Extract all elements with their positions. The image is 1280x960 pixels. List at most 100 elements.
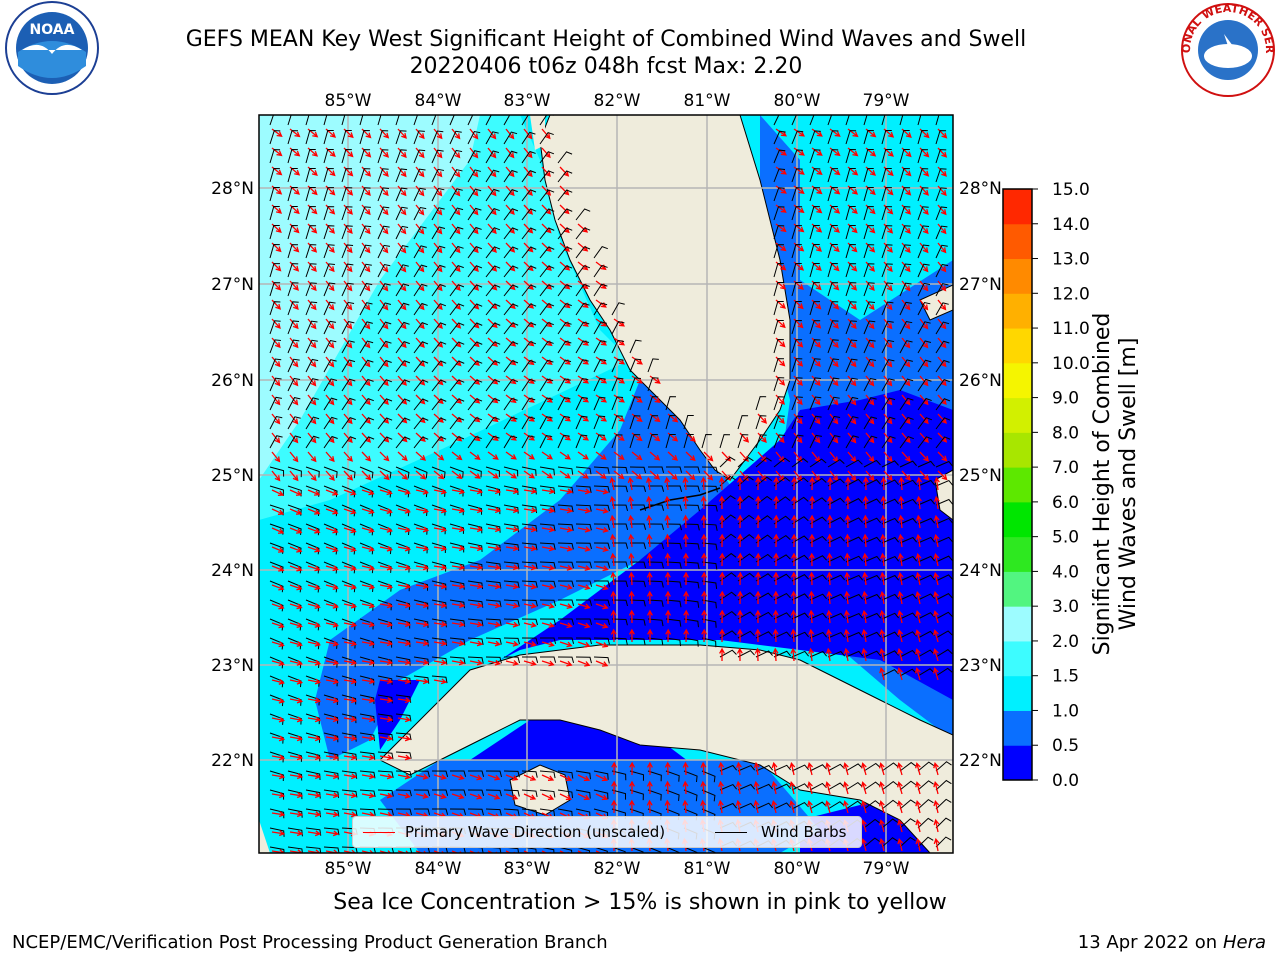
lon-tick-label: 84°W — [415, 91, 462, 111]
lat-tick-label: 28°N — [211, 179, 254, 199]
wave-direction-arrow — [775, 356, 786, 367]
wave-direction-arrow — [880, 552, 886, 567]
wind-barb — [467, 303, 483, 316]
wave-direction-arrow — [469, 583, 484, 590]
wave-direction-arrow — [862, 476, 869, 491]
wind-barb — [377, 789, 394, 797]
wave-direction-arrow — [289, 584, 303, 591]
wind-barb — [521, 397, 536, 411]
wave-direction-arrow — [325, 185, 336, 196]
wind-barb — [773, 225, 785, 240]
wind-barb — [881, 187, 892, 202]
wind-barb — [845, 763, 863, 772]
wind-barb — [287, 130, 299, 145]
wave-direction-arrow — [933, 837, 940, 852]
wave-direction-arrow — [469, 223, 479, 235]
wind-barb — [467, 322, 483, 335]
wave-direction-arrow — [915, 648, 921, 662]
wave-direction-arrow — [469, 242, 479, 254]
land-cuba — [379, 644, 953, 853]
wind-barb — [557, 580, 575, 588]
wind-barb — [431, 398, 447, 411]
wind-barb — [755, 457, 772, 468]
wind-barb — [881, 168, 892, 183]
wave-direction-arrow — [883, 432, 893, 444]
wind-barb — [791, 535, 809, 544]
wave-direction-arrow — [361, 754, 376, 761]
wind-barb — [593, 466, 610, 474]
wind-barb — [917, 225, 930, 240]
wave-direction-arrow — [397, 716, 412, 723]
wind-barb — [539, 397, 553, 411]
wave-direction-arrow — [683, 609, 690, 624]
wave-direction-arrow — [451, 659, 466, 666]
wave-direction-arrow — [469, 451, 481, 461]
wave-direction-arrow — [397, 204, 407, 216]
credit-branch: NCEP/EMC/Verification Post Processing Pr… — [12, 932, 608, 953]
wind-barb — [791, 187, 803, 202]
wave-direction-arrow — [271, 451, 281, 463]
wave-direction-arrow — [883, 299, 893, 311]
wind-barb — [323, 416, 338, 430]
wind-barb — [305, 618, 320, 631]
wave-direction-arrow — [379, 659, 394, 666]
wind-barb — [575, 246, 591, 259]
wave-direction-arrow — [865, 223, 876, 234]
wave-direction-arrow — [919, 451, 930, 462]
wind-barb — [359, 561, 374, 574]
wind-barb — [737, 611, 755, 620]
wind-barb — [431, 207, 445, 221]
lat-tick-labels-left: 28°N 27°N 26°N 25°N 24°N 23°N 22°N — [211, 179, 254, 771]
wave-direction-arrow — [897, 590, 904, 605]
wind-barb — [413, 187, 426, 202]
wind-barb — [359, 263, 372, 278]
lat-tick-label: 28°N — [959, 179, 1002, 199]
wind-barb — [935, 321, 950, 335]
wind-barb — [341, 523, 356, 536]
wave-direction-arrow — [325, 432, 335, 444]
wind-barb — [449, 485, 464, 497]
wind-barb — [773, 115, 780, 126]
wave-direction-arrow — [307, 242, 318, 253]
wave-direction-arrow — [577, 660, 591, 667]
graticule — [259, 115, 953, 853]
wave-direction-arrow — [919, 261, 929, 273]
wave-direction-arrow — [307, 697, 322, 704]
wind-barb — [287, 244, 299, 259]
wave-direction-arrow — [505, 774, 519, 781]
wind-barb — [863, 612, 882, 620]
wave-direction-arrow — [325, 811, 340, 818]
wind-barb — [521, 115, 536, 126]
wave-direction-arrow — [883, 318, 893, 330]
wave-direction-arrow — [577, 413, 590, 422]
wind-barb — [755, 434, 767, 449]
wave-direction-arrow — [595, 356, 608, 365]
wind-barb — [431, 485, 446, 497]
wave-direction-arrow — [505, 488, 520, 495]
wind-barb — [827, 225, 838, 240]
wind-barb — [503, 150, 518, 164]
wind-barb — [809, 187, 821, 202]
wave-direction-arrow — [789, 781, 796, 795]
wind-barb — [287, 225, 298, 240]
wave-direction-arrow — [307, 337, 317, 349]
wind-barb — [431, 245, 446, 259]
wave-direction-arrow — [451, 261, 461, 273]
wind-barb — [449, 523, 464, 534]
wave-direction-arrow — [865, 318, 875, 330]
wave-direction-arrow — [664, 761, 671, 776]
wind-barb — [269, 263, 280, 278]
wave-direction-arrow — [932, 667, 939, 681]
wind-barb — [935, 536, 953, 544]
wind-barb — [341, 397, 356, 411]
colorbar-segment — [1003, 606, 1032, 642]
lon-tick-label: 81°W — [684, 91, 731, 111]
wave-direction-arrow — [811, 413, 821, 425]
wind-barb — [881, 799, 899, 810]
wave-direction-arrow — [649, 375, 661, 384]
wind-barb — [575, 618, 593, 625]
wave-direction-arrow — [505, 185, 515, 197]
wave-direction-arrow — [916, 495, 922, 510]
wind-barb — [827, 149, 839, 164]
wave-direction-arrow — [271, 603, 285, 610]
